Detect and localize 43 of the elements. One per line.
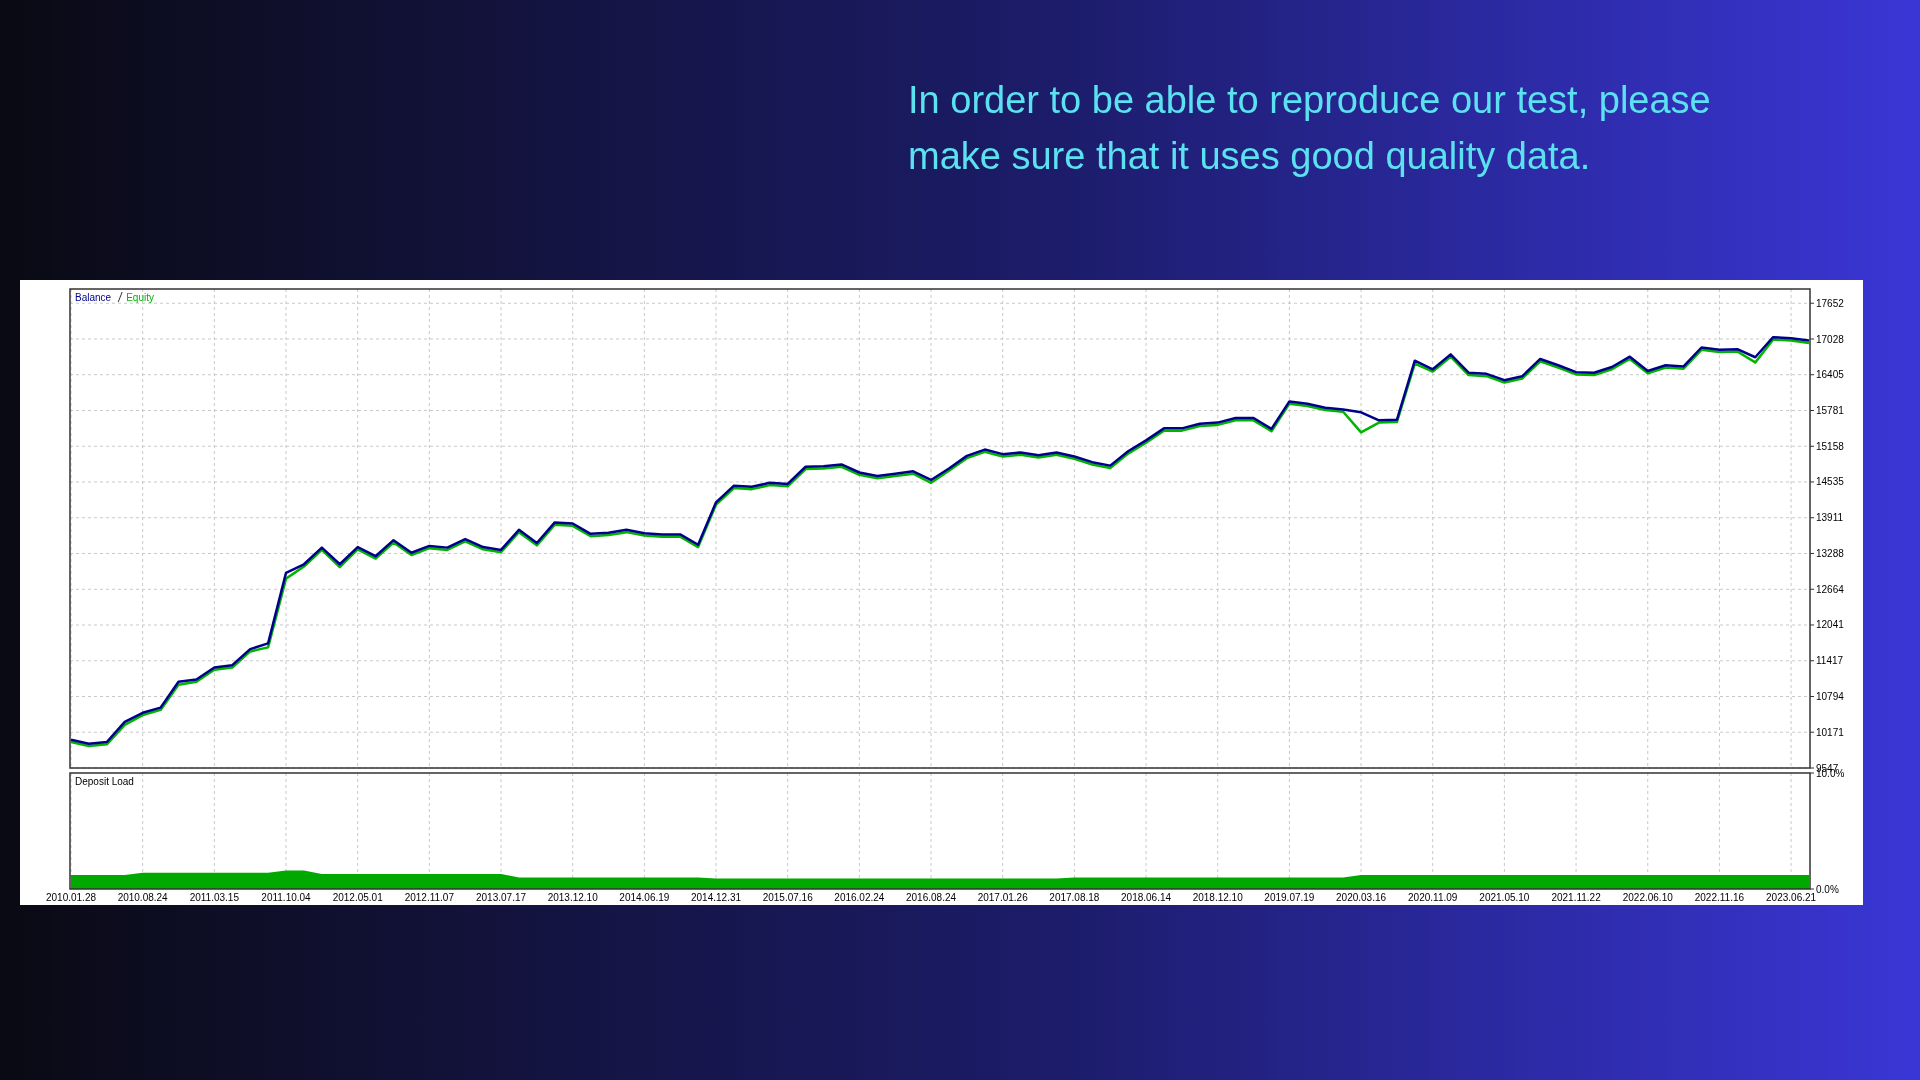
y-tick-label: 17652 bbox=[1816, 297, 1845, 309]
y-tick-label: 13911 bbox=[1816, 512, 1844, 524]
y-tick-label: 17028 bbox=[1816, 333, 1845, 345]
y-tick-label: 10794 bbox=[1816, 690, 1845, 702]
text: Equity bbox=[126, 292, 154, 303]
x-tick-label: 2016.02.24 bbox=[834, 892, 885, 903]
x-tick-label: 2012.05.01 bbox=[332, 892, 384, 903]
chart-title: In order to be able to reproduce our test, please make sure that it uses good quality data. bbox=[908, 78, 1712, 179]
x-tick-label: 2023.06.21 bbox=[1766, 892, 1817, 903]
x-tick-label: 2012.11.07 bbox=[404, 892, 455, 903]
y-tick-label: 12664 bbox=[1816, 583, 1845, 595]
x-tick-label: 2021.05.10 bbox=[1479, 892, 1530, 903]
x-tick-label: 2020.11.09 bbox=[1408, 892, 1458, 903]
x-tick-label: 2010.08.24 bbox=[117, 892, 169, 903]
x-tick-label: 2019.07.19 bbox=[1264, 892, 1315, 903]
x-tick-label: 2022.06.10 bbox=[1622, 892, 1674, 903]
y-tick-label: 13288 bbox=[1816, 547, 1845, 559]
y-tick-label: 15158 bbox=[1816, 440, 1845, 452]
x-tick-label: 2015.07.16 bbox=[762, 892, 814, 903]
x-tick-label: 2017.08.18 bbox=[1049, 892, 1100, 903]
y-tick-label: 0.0% bbox=[1816, 883, 1839, 895]
y-tick-label: 16405 bbox=[1816, 369, 1845, 381]
x-tick-label: 2018.12.10 bbox=[1192, 892, 1244, 903]
y-tick-label: 15781 bbox=[1816, 405, 1845, 417]
x-tick-label: 2013.12.10 bbox=[547, 892, 599, 903]
x-tick-label: 2010.01.28 bbox=[45, 892, 97, 903]
x-tick-label: 2018.06.14 bbox=[1121, 892, 1172, 903]
x-tick-label: 2011.03.15 bbox=[189, 892, 240, 903]
x-tick-label: 2014.12.31 bbox=[691, 892, 742, 903]
x-tick-label: 2021.11.22 bbox=[1551, 892, 1602, 903]
x-tick-label: 2022.11.16 bbox=[1694, 892, 1745, 903]
x-tick-label: 2020.03.16 bbox=[1336, 892, 1387, 903]
y-tick-label: 10171 bbox=[1816, 726, 1845, 738]
x-tick-label: 2016.08.24 bbox=[906, 892, 957, 903]
x-tick-label: 2011.10.04 bbox=[261, 892, 312, 903]
x-tick-label: 2013.07.17 bbox=[475, 892, 527, 903]
x-tick-label: 2014.06.19 bbox=[619, 892, 670, 903]
y-tick-label: 14535 bbox=[1816, 476, 1845, 488]
x-tick-label: 2017.01.26 bbox=[977, 892, 1029, 903]
text: Balance bbox=[75, 292, 112, 303]
y-tick-label: 11417 bbox=[1816, 655, 1844, 667]
chart-title: Deposit Load bbox=[75, 776, 134, 787]
y-tick-label: 12041 bbox=[1816, 619, 1845, 631]
